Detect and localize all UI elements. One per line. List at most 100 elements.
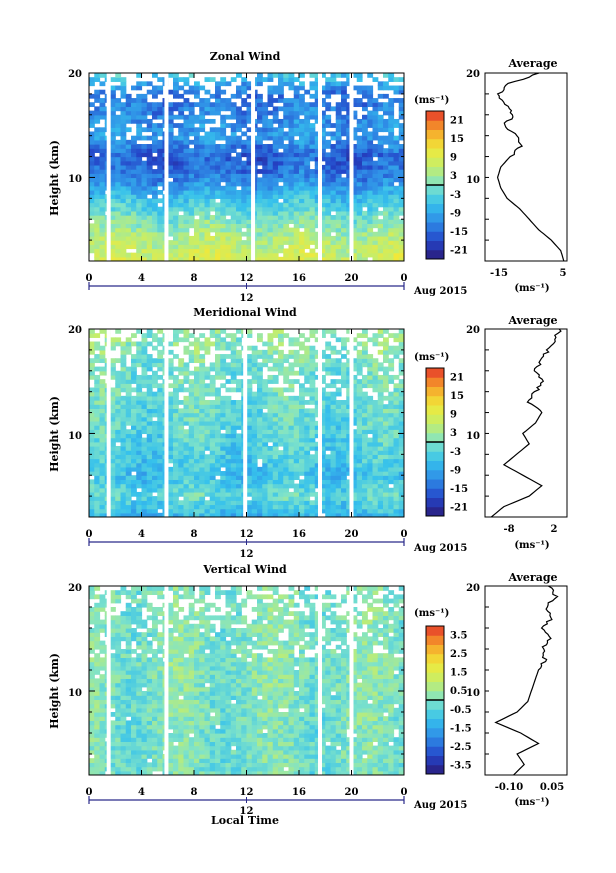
heatmap-cell — [157, 383, 164, 389]
heatmap-cell — [351, 98, 358, 103]
heatmap-cell — [115, 256, 122, 261]
heatmap-cell — [215, 131, 221, 137]
heatmap-cell — [215, 400, 221, 405]
heatmap-cell — [141, 437, 148, 443]
heatmap-cell — [157, 408, 164, 414]
heatmap-cell — [351, 391, 358, 397]
heatmap-cell — [346, 144, 353, 149]
heatmap-cell — [89, 156, 95, 162]
heatmap-cell — [288, 425, 295, 430]
heatmap-cell — [167, 189, 174, 195]
heatmap-cell — [293, 475, 300, 480]
heatmap-cell — [246, 85, 253, 91]
heatmap-cell — [141, 231, 148, 237]
heatmap-cell — [225, 370, 232, 376]
heatmap-cell — [204, 219, 211, 224]
heatmap-cell — [372, 135, 379, 141]
heatmap-cell — [309, 400, 316, 405]
heatmap-cell — [89, 144, 95, 149]
heatmap-cell — [183, 454, 190, 460]
heatmap-cell — [330, 429, 337, 435]
heatmap-cell — [236, 512, 242, 517]
heatmap-cell — [267, 366, 274, 372]
heatmap-cell — [257, 210, 263, 216]
heatmap-cell — [204, 412, 211, 418]
heatmap-cell — [325, 181, 332, 187]
heatmap-cell — [152, 374, 158, 380]
heatmap-cell — [204, 248, 211, 254]
heatmap-cell — [230, 370, 237, 376]
heatmap-cell — [377, 391, 384, 397]
heatmap-cell — [278, 93, 284, 99]
heatmap-cell — [99, 345, 106, 351]
heatmap-cell — [362, 450, 368, 455]
heatmap-cell — [225, 135, 232, 141]
heatmap-cell — [110, 425, 116, 430]
heatmap-cell — [157, 77, 164, 82]
heatmap-cell — [351, 454, 358, 460]
heatmap-cell — [136, 106, 143, 112]
heatmap-cell — [398, 479, 404, 485]
heatmap-cell — [188, 194, 195, 199]
heatmap-cell — [120, 81, 127, 87]
heatmap-cell — [188, 85, 195, 91]
heatmap-cell — [262, 504, 269, 510]
heatmap-cell — [141, 374, 148, 380]
heatmap-cell — [262, 496, 269, 501]
heatmap-cell — [199, 223, 206, 229]
heatmap-cell — [304, 491, 311, 497]
heatmap-cell — [362, 215, 368, 220]
heatmap-cell — [167, 198, 174, 204]
heatmap-cell — [141, 177, 148, 183]
heatmap-cell — [372, 491, 379, 497]
heatmap-cell — [320, 366, 326, 372]
heatmap-cell — [388, 445, 395, 451]
heatmap-cell — [299, 189, 305, 195]
heatmap-cell — [110, 475, 116, 480]
heatmap-cell — [325, 491, 332, 497]
heatmap-cell — [320, 412, 326, 418]
heatmap-cell — [173, 93, 179, 99]
heatmap-cell — [136, 219, 143, 224]
heatmap-cell — [383, 466, 389, 472]
heatmap-cell — [356, 466, 363, 472]
heatmap-cell — [89, 169, 95, 174]
heatmap-cell — [314, 256, 321, 261]
heatmap-cell — [341, 508, 347, 514]
heatmap-cell — [293, 202, 300, 208]
heatmap-cell — [341, 383, 347, 389]
heatmap-cell — [383, 223, 389, 229]
heatmap-cell — [325, 244, 332, 250]
heatmap-cell — [309, 85, 316, 91]
heatmap-cell — [299, 433, 305, 439]
heatmap-cell — [241, 244, 248, 250]
heatmap-cell — [125, 370, 132, 376]
heatmap-cell — [94, 248, 101, 254]
heatmap-cell — [367, 173, 374, 179]
zonal-wind-title: Zonal Wind — [210, 50, 281, 63]
heatmap-cell — [367, 194, 374, 199]
heatmap-cell — [120, 479, 127, 485]
heatmap-cell — [283, 491, 290, 497]
heatmap-cell — [236, 466, 242, 472]
heatmap-cell — [115, 219, 122, 224]
heatmap-cell — [393, 504, 400, 510]
heatmap-cell — [220, 185, 227, 191]
heatmap-cell — [94, 770, 101, 775]
heatmap-cell — [272, 181, 279, 187]
heatmap-cell — [215, 256, 221, 261]
heatmap-cell — [398, 508, 404, 514]
heatmap-cell — [346, 169, 353, 174]
heatmap-cell — [309, 770, 316, 775]
heatmap-cell — [377, 164, 384, 170]
heatmap-cell — [215, 471, 221, 476]
heatmap-cell — [351, 252, 358, 258]
heatmap-cell — [388, 139, 395, 145]
heatmap-cell — [372, 433, 379, 439]
heatmap-cell — [146, 483, 153, 489]
heatmap-cell — [377, 504, 384, 510]
heatmap-cell — [278, 766, 284, 772]
heatmap-cell — [388, 148, 395, 153]
heatmap-cell — [125, 256, 132, 261]
heatmap-cell — [199, 420, 206, 426]
